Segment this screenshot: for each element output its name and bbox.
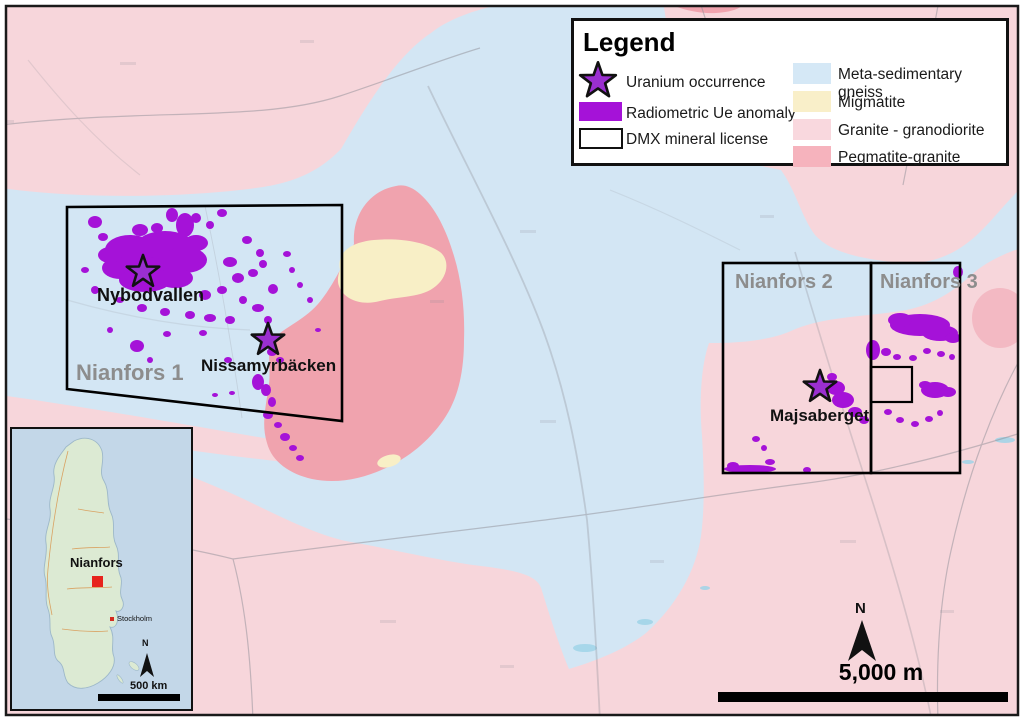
lakes [573, 437, 1015, 652]
legend-label-anomaly: Radiometric Ue anomaly [626, 105, 796, 122]
legend-label-granite: Granite - granodiorite [838, 122, 985, 139]
license-label-nianfors-1: Nianfors 1 [76, 360, 184, 385]
sweden-landmass [43, 437, 124, 689]
legend-label-pegmatite: Pegmatite-granite [838, 149, 961, 166]
legend-title: Legend [583, 27, 676, 57]
inset-boundary-lines [47, 450, 113, 632]
star-nissamyrbacken [250, 321, 286, 356]
scale-bar [718, 692, 1008, 702]
uranium-star-icon [578, 60, 618, 98]
pegmatite-region-right [972, 288, 1018, 348]
pegmatite-region-top [674, 6, 742, 14]
migmatite-sliver [377, 454, 401, 468]
license-label-nianfors-2: Nianfors 2 [735, 271, 833, 293]
license-boundaries [65, 203, 962, 475]
license-label-nianfors-3: Nianfors 3 [880, 271, 978, 293]
radiometric-anomalies [81, 208, 963, 473]
inset-locator-map: Nianfors Stockholm N 500 km [10, 427, 193, 711]
inset-region-label: Nianfors [70, 555, 123, 570]
sweden-map [12, 429, 191, 709]
uranium-occurrence-stars [125, 253, 838, 403]
anomaly-swatch-icon [579, 102, 622, 121]
legend-label-license: DMX mineral license [626, 131, 769, 148]
license-swatch-icon [579, 128, 623, 149]
scale-bar-label: 5,000 m [838, 659, 924, 685]
legend-label-gneiss: Meta-sedimentary gneiss [838, 66, 963, 101]
inset-north-label: N [142, 638, 149, 648]
gotland-island [128, 661, 140, 671]
granite-swatch-icon [793, 119, 831, 140]
license-small-block [869, 365, 914, 404]
inset-location-marker [92, 576, 103, 587]
oland-island [116, 674, 124, 684]
inset-scale-bar [98, 694, 180, 701]
map-border [4, 4, 1020, 717]
inset-scale-label: 500 km [130, 680, 168, 692]
legend-label-migmatite: Migmatite [838, 94, 906, 111]
star-nybodvallen [125, 253, 161, 288]
occurrence-label-nissamyrbacken: Nissamyrbäcken [201, 356, 337, 375]
inset-stockholm-dot [110, 617, 114, 621]
legend-label-uranium: Uranium occurrence [626, 74, 766, 91]
north-arrow [848, 620, 876, 661]
inset-city-label: Stockholm [117, 614, 153, 623]
occurrence-label-nybodvallen: Nybodvallen [97, 285, 205, 305]
north-arrow-label: N [855, 600, 866, 617]
migmatite-swatch-icon [793, 91, 831, 112]
legend-panel: Legend Uranium occurrence Radiometric Ue… [571, 18, 1009, 167]
migmatite-region [337, 239, 447, 303]
license-nianfors-1 [65, 203, 344, 423]
occurrence-label-majsaberget: Majsaberget [770, 406, 870, 425]
star-majsaberget [802, 368, 838, 403]
gneiss-region [6, 6, 1018, 669]
inset-north-arrow [140, 653, 154, 677]
pegmatite-swatch-icon [793, 146, 831, 167]
gneiss-swatch-icon [793, 63, 831, 84]
